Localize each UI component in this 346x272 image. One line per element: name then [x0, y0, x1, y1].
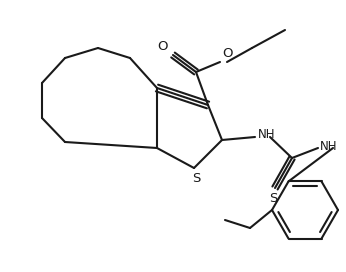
Text: S: S: [269, 192, 277, 205]
Text: NH: NH: [320, 140, 337, 153]
Text: NH: NH: [258, 128, 275, 141]
Text: S: S: [192, 172, 200, 185]
Text: O: O: [157, 40, 168, 53]
Text: O: O: [222, 47, 233, 60]
